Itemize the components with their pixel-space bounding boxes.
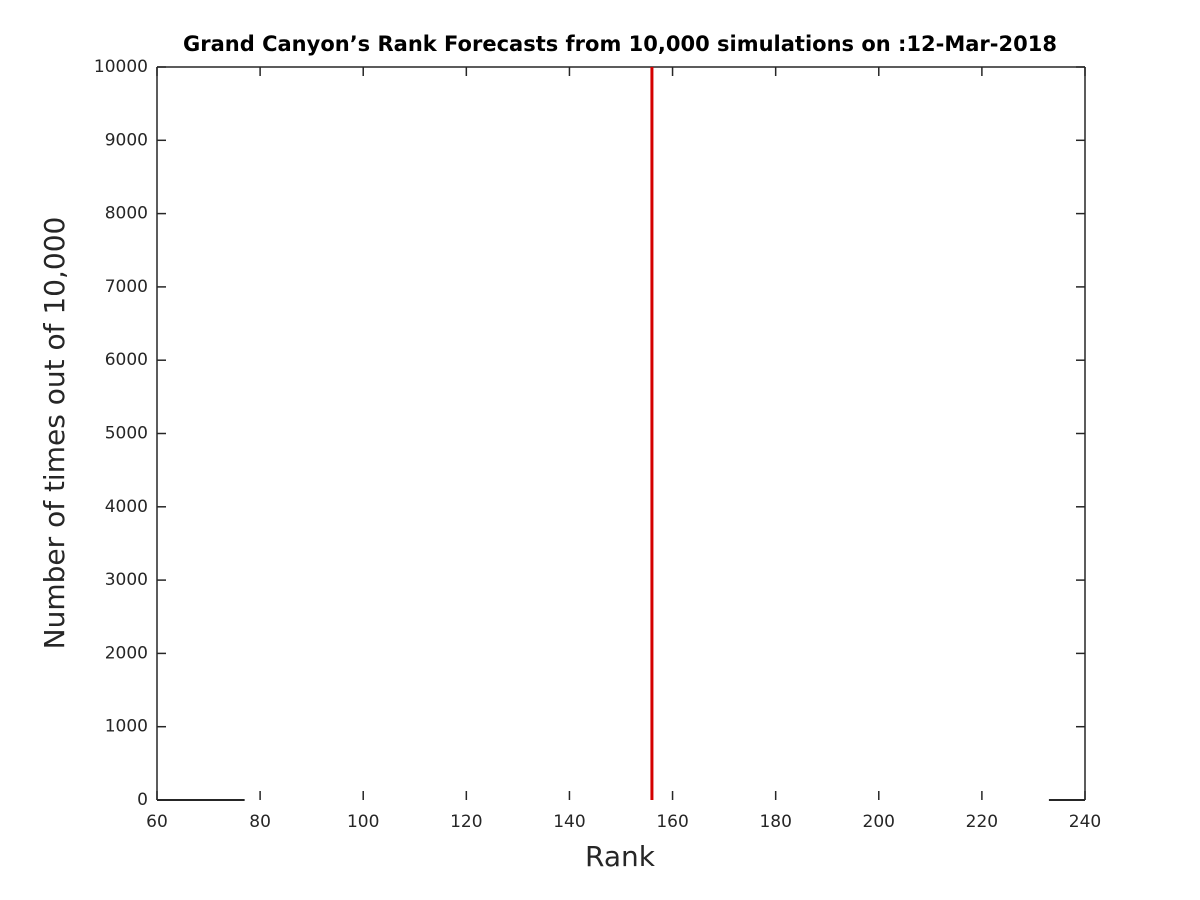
x-tick-label: 120: [450, 812, 482, 832]
x-tick-label: 160: [656, 812, 688, 832]
x-tick-label: 60: [146, 812, 168, 832]
chart-title: Grand Canyon’s Rank Forecasts from 10,00…: [183, 32, 1057, 56]
y-tick-label: 10000: [94, 57, 148, 77]
y-tick-label: 5000: [105, 424, 148, 444]
y-tick-label: 1000: [105, 717, 148, 737]
y-tick-label: 6000: [105, 350, 148, 370]
x-axis-title: Rank: [585, 840, 656, 873]
x-tick-label: 200: [863, 812, 895, 832]
x-tick-label: 240: [1069, 812, 1101, 832]
y-tick-label: 8000: [105, 204, 148, 224]
y-tick-label: 9000: [105, 130, 148, 150]
x-tick-label: 140: [553, 812, 585, 832]
y-tick-label: 0: [137, 790, 148, 810]
y-tick-label: 3000: [105, 570, 148, 590]
y-tick-label: 2000: [105, 643, 148, 663]
x-tick-label: 100: [347, 812, 379, 832]
x-tick-label: 180: [759, 812, 791, 832]
x-tick-label: 80: [249, 812, 271, 832]
y-tick-label: 7000: [105, 277, 148, 297]
y-axis-title: Number of times out of 10,000: [38, 217, 71, 650]
y-tick-label: 4000: [105, 497, 148, 517]
x-tick-label: 220: [966, 812, 998, 832]
